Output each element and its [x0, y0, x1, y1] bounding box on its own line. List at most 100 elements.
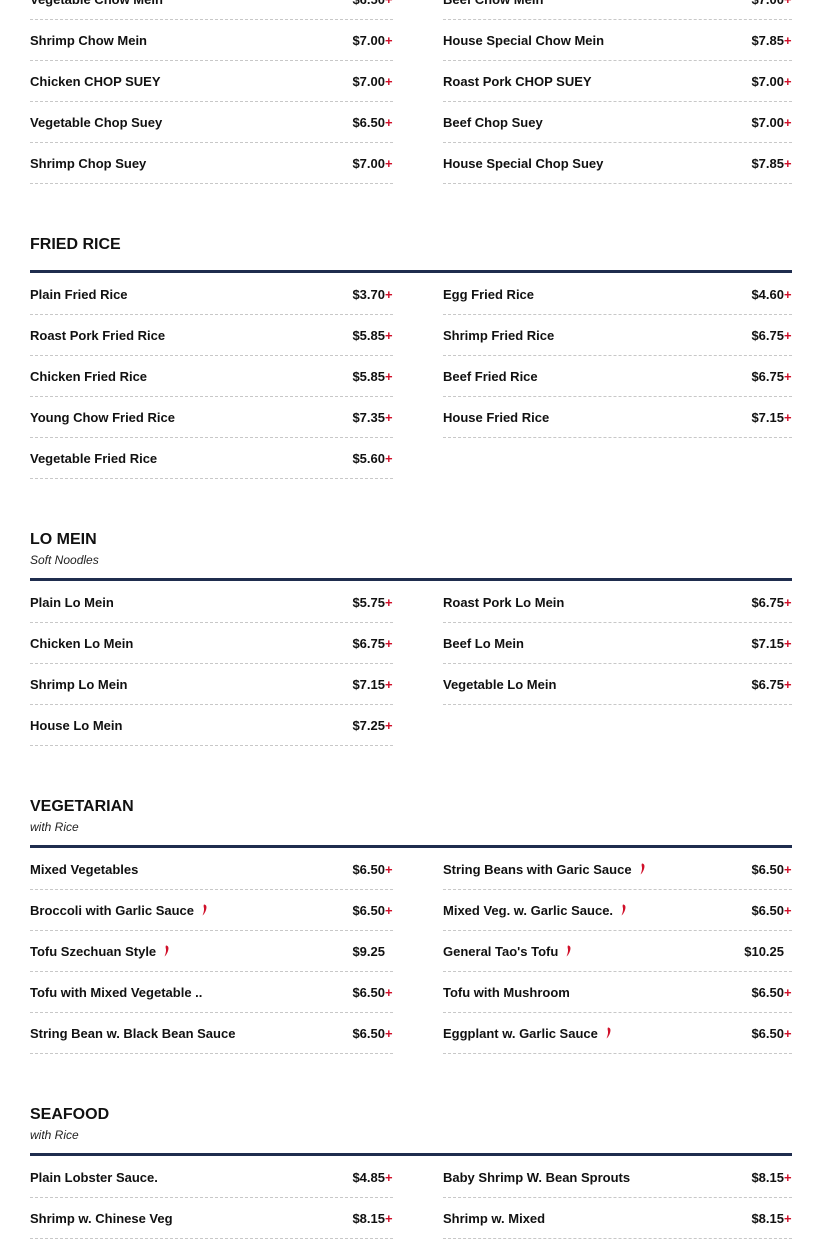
- add-to-order-plus[interactable]: +: [385, 676, 393, 692]
- item-price: $6.50+: [751, 862, 792, 877]
- add-to-order-plus[interactable]: +: [385, 32, 393, 48]
- add-to-order-plus[interactable]: +: [784, 1210, 792, 1226]
- menu-item[interactable]: Vegetable Lo Mein $6.75+: [443, 664, 792, 705]
- menu-item[interactable]: Roast Pork CHOP SUEY $7.00+: [443, 61, 792, 102]
- item-price: $6.50+: [751, 1026, 792, 1041]
- add-to-order-plus[interactable]: +: [784, 0, 792, 7]
- menu-item[interactable]: Roast Pork Lo Mein $6.75+: [443, 582, 792, 623]
- price-value: $6.50: [352, 114, 385, 130]
- menu-item[interactable]: Young Chow Fried Rice $7.35+: [30, 397, 393, 438]
- menu-item[interactable]: Beef Lo Mein $7.15+: [443, 623, 792, 664]
- add-to-order-plus[interactable]: +: [385, 984, 393, 1000]
- menu-item[interactable]: Shrimp Fried Rice $6.75+: [443, 315, 792, 356]
- price-value: $10.25: [744, 943, 784, 959]
- menu-item[interactable]: Plain Lo Mein $5.75+: [30, 582, 393, 623]
- menu-item[interactable]: Vegetable Chop Suey $6.50+: [30, 102, 393, 143]
- menu-item[interactable]: Plain Lobster Sauce. $4.85+: [30, 1157, 393, 1198]
- menu-item[interactable]: Vegetable Chow Mein $6.50+: [30, 0, 393, 20]
- section-divider: [30, 845, 792, 848]
- menu-item[interactable]: String Beans with Garic Sauce $6.50+: [443, 849, 792, 890]
- menu-item[interactable]: Mixed Vegetables $6.50+: [30, 849, 393, 890]
- price-value: $9.25: [352, 943, 385, 959]
- add-to-order-plus[interactable]: +: [385, 327, 393, 343]
- add-to-order-plus[interactable]: +: [784, 1169, 792, 1185]
- item-name: Tofu with Mushroom: [443, 984, 570, 1000]
- add-to-order-plus[interactable]: +: [385, 1210, 393, 1226]
- add-to-order-plus[interactable]: +: [784, 902, 792, 918]
- add-to-order-plus[interactable]: +: [784, 594, 792, 610]
- add-to-order-plus[interactable]: +: [784, 861, 792, 877]
- menu-item[interactable]: General Tao's Tofu $10.25: [443, 931, 792, 972]
- menu-item[interactable]: Shrimp Lo Mein $7.15+: [30, 664, 393, 705]
- add-to-order-plus[interactable]: +: [385, 635, 393, 651]
- add-to-order-plus[interactable]: +: [385, 286, 393, 302]
- menu-item[interactable]: Beef Fried Rice $6.75+: [443, 356, 792, 397]
- add-to-order-plus[interactable]: +: [784, 73, 792, 89]
- menu-item[interactable]: Beef Chop Suey $7.00+: [443, 102, 792, 143]
- item-name: Shrimp w. Chinese Veg: [30, 1210, 173, 1226]
- item-name: Shrimp Fried Rice: [443, 327, 555, 343]
- menu-item[interactable]: Chicken Fried Rice $5.85+: [30, 356, 393, 397]
- add-to-order-plus[interactable]: +: [784, 32, 792, 48]
- item-name-wrap: House Lo Mein: [30, 718, 122, 733]
- menu-item[interactable]: Baby Shrimp W. Bean Sprouts $8.15+: [443, 1157, 792, 1198]
- add-to-order-plus[interactable]: +: [784, 368, 792, 384]
- menu-item[interactable]: House Fried Rice $7.15+: [443, 397, 792, 438]
- menu-item[interactable]: Chicken Lo Mein $6.75+: [30, 623, 393, 664]
- add-to-order-plus[interactable]: +: [784, 676, 792, 692]
- section-divider: [30, 270, 792, 273]
- menu-item[interactable]: Shrimp Chop Suey $7.00+: [30, 143, 393, 184]
- menu-item[interactable]: Vegetable Fried Rice $5.60+: [30, 438, 393, 479]
- add-to-order-plus[interactable]: +: [385, 73, 393, 89]
- add-to-order-plus[interactable]: +: [385, 114, 393, 130]
- menu-item[interactable]: Chicken CHOP SUEY $7.00+: [30, 61, 393, 102]
- menu-item[interactable]: Eggplant w. Garlic Sauce $6.50+: [443, 1013, 792, 1054]
- menu-item[interactable]: Shrimp Chow Mein $7.00+: [30, 20, 393, 61]
- menu-item[interactable]: Shrimp w. Mixed $8.15+: [443, 1198, 792, 1239]
- add-to-order-plus[interactable]: +: [784, 114, 792, 130]
- menu-item[interactable]: House Special Chop Suey $7.85+: [443, 143, 792, 184]
- menu-item[interactable]: Mixed Veg. w. Garlic Sauce. $6.50+: [443, 890, 792, 931]
- menu-item[interactable]: String Bean w. Black Bean Sauce $6.50+: [30, 1013, 393, 1054]
- add-to-order-plus[interactable]: +: [385, 861, 393, 877]
- add-to-order-plus[interactable]: +: [385, 409, 393, 425]
- add-to-order-plus[interactable]: +: [385, 368, 393, 384]
- add-to-order-plus[interactable]: +: [385, 717, 393, 733]
- menu-item[interactable]: Plain Fried Rice $3.70+: [30, 274, 393, 315]
- item-name: Roast Pork Lo Mein: [443, 594, 565, 610]
- chili-pepper-icon: [566, 945, 572, 957]
- add-to-order-plus[interactable]: +: [385, 594, 393, 610]
- menu-item[interactable]: Roast Pork Fried Rice $5.85+: [30, 315, 393, 356]
- item-name-wrap: String Beans with Garic Sauce: [443, 862, 646, 877]
- add-to-order-plus[interactable]: +: [385, 450, 393, 466]
- menu-item[interactable]: Broccoli with Garlic Sauce $6.50+: [30, 890, 393, 931]
- add-to-order-plus[interactable]: +: [784, 1025, 792, 1041]
- menu-item[interactable]: Tofu with Mushroom $6.50+: [443, 972, 792, 1013]
- add-to-order-plus[interactable]: +: [784, 635, 792, 651]
- add-to-order-plus[interactable]: +: [784, 984, 792, 1000]
- menu-item[interactable]: Beef Chow Mein $7.00+: [443, 0, 792, 20]
- add-to-order-plus[interactable]: +: [784, 286, 792, 302]
- add-to-order-plus[interactable]: +: [784, 409, 792, 425]
- menu-item[interactable]: House Special Chow Mein $7.85+: [443, 20, 792, 61]
- menu-column-right: Beef Chow Mein$7.00+House Special Chow M…: [443, 0, 792, 184]
- item-price: $6.50+: [352, 0, 393, 7]
- add-to-order-plus[interactable]: +: [385, 1025, 393, 1041]
- add-to-order-plus[interactable]: +: [385, 902, 393, 918]
- add-to-order-plus[interactable]: +: [385, 0, 393, 7]
- item-name: String Beans with Garic Sauce: [443, 861, 632, 877]
- menu-item[interactable]: Tofu Szechuan Style $9.25: [30, 931, 393, 972]
- menu-grid: Plain Lobster Sauce. $4.85+ Shrimp w. Chin…: [30, 1157, 792, 1239]
- menu-item[interactable]: Egg Fried Rice $4.60+: [443, 274, 792, 315]
- menu-item[interactable]: Shrimp w. Chinese Veg $8.15+: [30, 1198, 393, 1239]
- add-to-order-plus[interactable]: +: [385, 155, 393, 171]
- section-title: FRIED RICE: [30, 236, 121, 253]
- menu-item[interactable]: Tofu with Mixed Vegetable .. $6.50+: [30, 972, 393, 1013]
- menu-item[interactable]: House Lo Mein $7.25+: [30, 705, 393, 746]
- item-price: $6.50+: [352, 862, 393, 877]
- add-to-order-plus[interactable]: +: [385, 1169, 393, 1185]
- add-to-order-plus[interactable]: +: [784, 327, 792, 343]
- add-to-order-plus[interactable]: +: [784, 155, 792, 171]
- price-value: $6.75: [751, 676, 784, 692]
- item-name: Roast Pork CHOP SUEY: [443, 73, 592, 89]
